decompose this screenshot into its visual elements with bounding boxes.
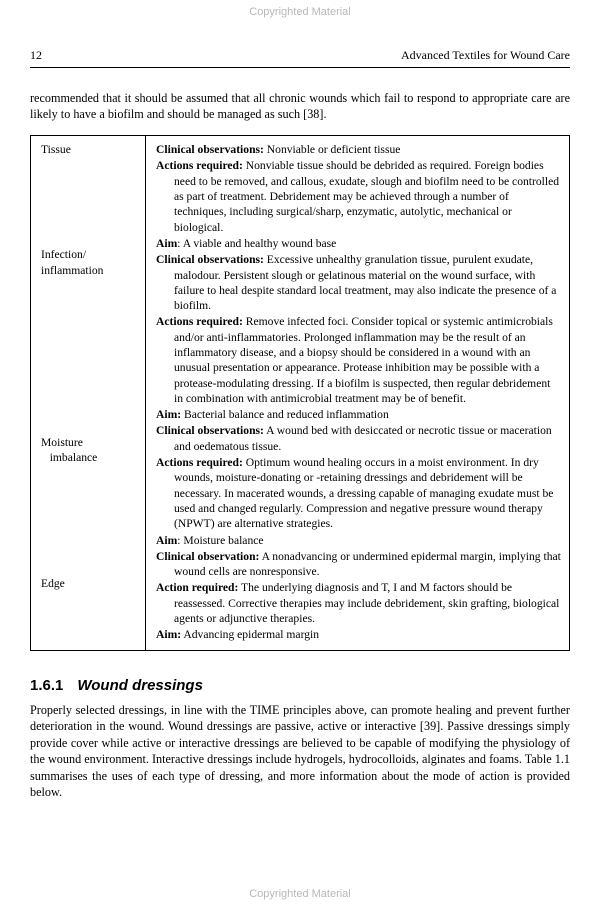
copyright-top: Copyrighted Material <box>0 6 600 18</box>
row-label-edge: Edge <box>41 576 137 591</box>
moisture-aim: Aim: Moisture balance <box>156 533 561 548</box>
section-title: Wound dressings <box>77 677 203 694</box>
copyright-bottom: Copyrighted Material <box>0 888 600 900</box>
row-label-tissue: Tissue <box>41 142 137 157</box>
moisture-obs: Clinical observations: A wound bed with … <box>156 423 561 454</box>
running-head: 12 Advanced Textiles for Wound Care <box>30 48 570 68</box>
moisture-act: Actions required: Optimum wound healing … <box>156 455 561 531</box>
row-label-infection: Infection/ inflammation <box>41 247 137 278</box>
edge-act: Action required: The underlying diagnosi… <box>156 580 561 626</box>
edge-obs: Clinical observation: A nonadvancing or … <box>156 549 561 580</box>
edge-aim: Aim: Advancing epidermal margin <box>156 627 561 642</box>
infection-obs: Clinical observations: Excessive unhealt… <box>156 252 561 313</box>
table-content-cell: Clinical observations: Nonviable or defi… <box>146 136 570 651</box>
section-number: 1.6.1 <box>30 677 63 694</box>
body-paragraph: Properly selected dressings, in line wit… <box>30 702 570 801</box>
page-number: 12 <box>30 48 42 63</box>
page: Copyrighted Material 12 Advanced Textile… <box>0 0 600 906</box>
row-label-moisture: Moisture imbalance <box>41 435 137 466</box>
section-heading: 1.6.1 Wound dressings <box>30 677 570 694</box>
intro-paragraph: recommended that it should be assumed th… <box>30 90 570 123</box>
tissue-act: Actions required: Nonviable tissue shoul… <box>156 158 561 234</box>
tissue-obs: Clinical observations: Nonviable or defi… <box>156 142 561 157</box>
table-labels-cell: Tissue Infection/ inflammation Moisture … <box>31 136 146 651</box>
time-table: Tissue Infection/ inflammation Moisture … <box>30 135 570 651</box>
tissue-aim: Aim: A viable and healthy wound base <box>156 236 561 251</box>
infection-act: Actions required: Remove infected foci. … <box>156 314 561 406</box>
infection-aim: Aim: Bacterial balance and reduced infla… <box>156 407 561 422</box>
running-title: Advanced Textiles for Wound Care <box>401 48 570 63</box>
